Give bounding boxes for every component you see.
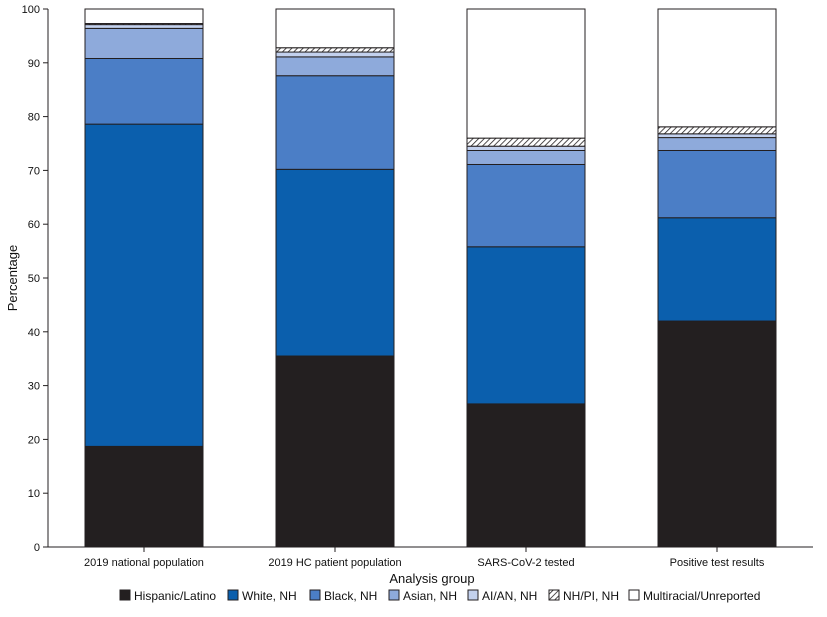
bar-segment-ai-an-nh bbox=[466, 145, 586, 151]
bar-segment-multiracial-unreported bbox=[275, 8, 395, 49]
legend-label-hispanic-latino: Hispanic/Latino bbox=[134, 589, 216, 603]
bars-group bbox=[84, 8, 777, 548]
legend-swatch-nh-pi-nh bbox=[548, 589, 560, 601]
y-axis-ticks: 0 10 20 30 40 50 60 70 80 90 100 bbox=[22, 4, 48, 554]
bar-segment-black-nh bbox=[84, 57, 204, 125]
bar-segment-asian-nh bbox=[275, 56, 395, 77]
bar-segment-nh-pi-nh bbox=[657, 126, 777, 135]
bar-segment-multiracial-unreported bbox=[657, 8, 777, 128]
bar-segment-multiracial-unreported bbox=[84, 8, 204, 25]
bar-segment-multiracial-unreported bbox=[466, 8, 586, 139]
bar-segment-nh-pi-nh bbox=[466, 137, 586, 147]
y-tick-label: 30 bbox=[28, 381, 40, 393]
y-tick-label: 60 bbox=[28, 219, 40, 231]
y-tick-label: 0 bbox=[34, 542, 40, 554]
legend-label-white-nh: White, NH bbox=[242, 589, 297, 603]
y-tick-label: 90 bbox=[28, 58, 40, 70]
y-tick-label: 70 bbox=[28, 165, 40, 177]
bar-segment-asian-nh bbox=[84, 27, 204, 59]
bar-segment-white-nh bbox=[657, 217, 777, 322]
bar-segment-black-nh bbox=[275, 75, 395, 170]
x-tick-label: 2019 HC patient population bbox=[268, 557, 401, 569]
legend-label-nh-pi-nh: NH/PI, NH bbox=[563, 589, 619, 603]
x-axis-title: Analysis group bbox=[389, 571, 474, 586]
bar-segment-black-nh bbox=[466, 163, 586, 248]
y-tick-label: 20 bbox=[28, 434, 40, 446]
y-tick-label: 80 bbox=[28, 112, 40, 124]
y-axis-title: Percentage bbox=[5, 245, 20, 312]
bar-segment-asian-nh bbox=[657, 137, 777, 151]
bar-segment-white-nh bbox=[275, 168, 395, 357]
y-tick-label: 50 bbox=[28, 273, 40, 285]
x-tick-label: 2019 national population bbox=[84, 557, 204, 569]
legend: Hispanic/Latino White, NH Black, NH Asian, … bbox=[119, 589, 760, 603]
y-tick-label: 40 bbox=[28, 327, 40, 339]
bar-segment-asian-nh bbox=[466, 149, 586, 165]
legend-swatch-ai-an-nh bbox=[467, 589, 479, 601]
legend-swatch-black-nh bbox=[309, 589, 321, 601]
bar-segment-hispanic-latino bbox=[466, 403, 586, 548]
bar-segment-white-nh bbox=[84, 123, 204, 447]
bar-segment-white-nh bbox=[466, 246, 586, 405]
legend-label-black-nh: Black, NH bbox=[324, 589, 377, 603]
bar-segment-hispanic-latino bbox=[275, 355, 395, 548]
legend-swatch-multiracial-unreported bbox=[628, 589, 640, 601]
bar-segment-ai-an-nh bbox=[275, 51, 395, 58]
bar-segment-hispanic-latino bbox=[84, 445, 204, 548]
legend-label-ai-an-nh: AI/AN, NH bbox=[482, 589, 537, 603]
x-tick-label: SARS-CoV-2 tested bbox=[477, 557, 574, 569]
legend-swatch-white-nh bbox=[227, 589, 239, 601]
legend-swatch-asian-nh bbox=[388, 589, 400, 601]
bar-segment-ai-an-nh bbox=[657, 133, 777, 139]
bar-segment-nh-pi-nh bbox=[275, 47, 395, 53]
legend-label-multiracial-unreported: Multiracial/Unreported bbox=[643, 589, 760, 603]
legend-label-asian-nh: Asian, NH bbox=[403, 589, 457, 603]
bar-segment-hispanic-latino bbox=[657, 320, 777, 548]
y-tick-label: 10 bbox=[28, 488, 40, 500]
bar-segment-black-nh bbox=[657, 149, 777, 219]
x-tick-label: Positive test results bbox=[670, 557, 765, 569]
y-tick-label: 100 bbox=[22, 4, 40, 16]
x-axis-tick-labels: 2019 national population 2019 HC patient … bbox=[84, 547, 765, 569]
legend-swatch-hispanic-latino bbox=[119, 589, 131, 601]
bar-segment-ai-an-nh bbox=[84, 24, 204, 29]
